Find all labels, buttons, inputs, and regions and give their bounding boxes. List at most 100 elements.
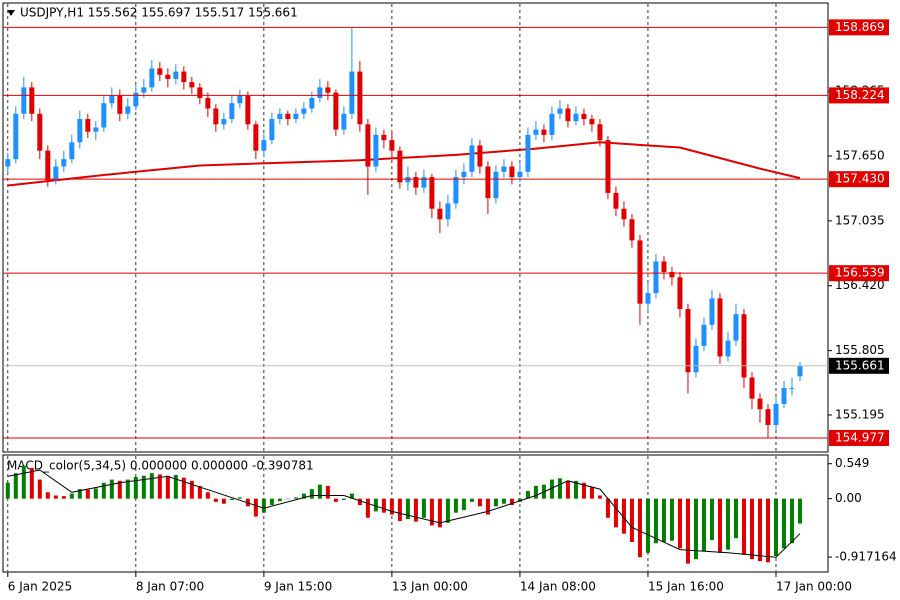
candle-body xyxy=(325,87,331,93)
macd-bar xyxy=(325,485,330,499)
candle-body xyxy=(413,177,419,188)
macd-bar xyxy=(533,485,538,499)
macd-bar xyxy=(565,480,570,499)
macd-bar xyxy=(581,482,586,499)
candle-body xyxy=(29,87,35,114)
candle-body xyxy=(565,108,571,122)
macd-bar xyxy=(93,488,98,499)
candle-body xyxy=(189,82,195,88)
macd-bar xyxy=(573,480,578,499)
macd-bar xyxy=(741,498,746,555)
y-tick-label: -0.917164 xyxy=(835,550,897,564)
macd-bar xyxy=(469,498,474,502)
macd-bar xyxy=(781,498,786,549)
macd-bar xyxy=(157,474,162,499)
macd-bar xyxy=(309,489,314,499)
macd-bar xyxy=(45,492,50,499)
candle-body xyxy=(149,68,155,88)
x-tick-label: 17 Jan 00:00 xyxy=(776,580,852,594)
candle-body xyxy=(685,308,691,373)
macd-bar xyxy=(333,498,338,502)
macd-bar xyxy=(765,498,770,563)
macd-bar xyxy=(669,498,674,541)
candle-body xyxy=(109,95,115,104)
candle-body xyxy=(437,208,443,220)
candle-body xyxy=(445,203,451,220)
candle-body xyxy=(317,87,323,98)
macd-bar xyxy=(389,498,394,515)
candle-body xyxy=(709,298,715,325)
candle-body xyxy=(773,403,779,425)
macd-bar xyxy=(165,475,170,499)
macd-bar xyxy=(397,498,402,521)
candle-body xyxy=(117,95,123,114)
candle-body xyxy=(197,87,203,98)
candle-body xyxy=(693,345,699,373)
macd-bar xyxy=(21,465,26,499)
macd-bar xyxy=(261,498,266,513)
candle-body xyxy=(469,145,475,172)
candle-body xyxy=(101,103,107,128)
candle-body xyxy=(53,166,59,181)
macd-bar xyxy=(725,498,730,550)
candle-body xyxy=(77,119,83,143)
candle-body xyxy=(389,140,395,151)
y-tick-label: 155.195 xyxy=(835,407,885,421)
price-level-label: 156.539 xyxy=(835,266,885,280)
candle-body xyxy=(181,71,187,83)
price-level-box xyxy=(829,87,889,104)
candle-body xyxy=(5,159,11,167)
collapse-icon[interactable] xyxy=(7,10,15,16)
candle-body xyxy=(405,177,411,183)
candle-body xyxy=(501,166,507,172)
candle-body xyxy=(485,166,491,199)
macd-bar xyxy=(237,497,242,499)
macd-bar xyxy=(477,498,482,507)
macd-bar xyxy=(733,498,738,539)
y-tick-label: 0.00 xyxy=(835,491,862,505)
candle-body xyxy=(133,92,139,107)
candle-body xyxy=(517,171,523,178)
macd-bar xyxy=(629,498,634,542)
candle-body xyxy=(677,277,683,309)
candle-body xyxy=(85,119,91,132)
candle-body xyxy=(453,177,459,204)
macd-bar xyxy=(709,498,714,541)
macd-bar xyxy=(773,498,778,556)
candle-body xyxy=(381,134,387,141)
macd-bar xyxy=(61,496,66,499)
candle-body xyxy=(589,119,595,125)
macd-bar xyxy=(229,498,234,500)
current-price-label: 155.661 xyxy=(835,358,885,372)
candle-body xyxy=(653,261,659,294)
macd-bar xyxy=(693,498,698,560)
macd-bar xyxy=(613,498,618,528)
macd-bar xyxy=(341,498,346,500)
candle-body xyxy=(621,208,627,220)
price-level-label: 158.869 xyxy=(835,20,885,34)
macd-bar xyxy=(101,482,106,499)
price-level-box xyxy=(829,171,889,188)
candle-body xyxy=(733,314,739,341)
candle-body xyxy=(277,113,283,120)
macd-pane-frame xyxy=(2,454,829,573)
macd-bar xyxy=(605,498,610,518)
main-pane-frame xyxy=(2,2,829,453)
candle-body xyxy=(605,140,611,193)
candle-body xyxy=(205,97,211,109)
price-level-box xyxy=(829,265,889,282)
candle-body xyxy=(765,409,771,425)
macd-bar xyxy=(181,477,186,499)
macd-bar xyxy=(453,498,458,513)
candle-body xyxy=(629,219,635,241)
macd-bar xyxy=(597,495,602,499)
macd-bar xyxy=(717,498,722,553)
candle-body xyxy=(61,159,67,167)
macd-bar xyxy=(269,498,274,506)
candle-body xyxy=(141,87,147,93)
macd-bar xyxy=(517,498,522,502)
x-tick-label: 9 Jan 15:00 xyxy=(264,580,332,594)
candle-body xyxy=(741,314,747,378)
